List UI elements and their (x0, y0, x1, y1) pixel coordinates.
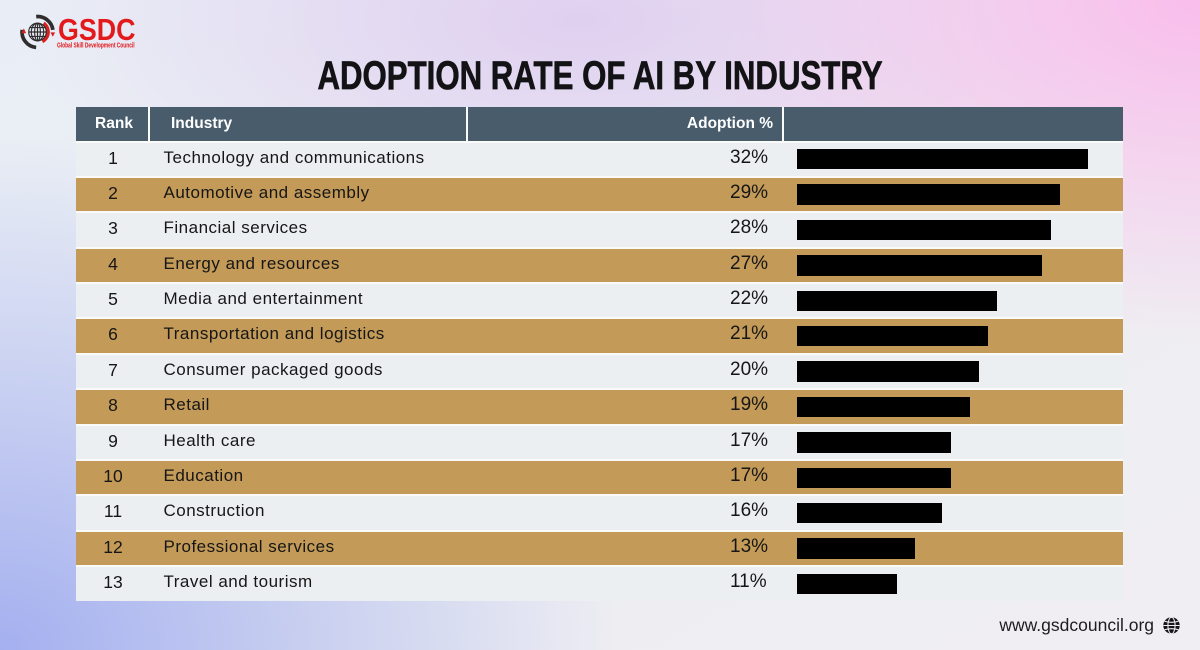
svg-text:GSDC: GSDC (58, 13, 136, 47)
svg-text:Global Skill Development Counc: Global Skill Development Council (57, 41, 135, 49)
